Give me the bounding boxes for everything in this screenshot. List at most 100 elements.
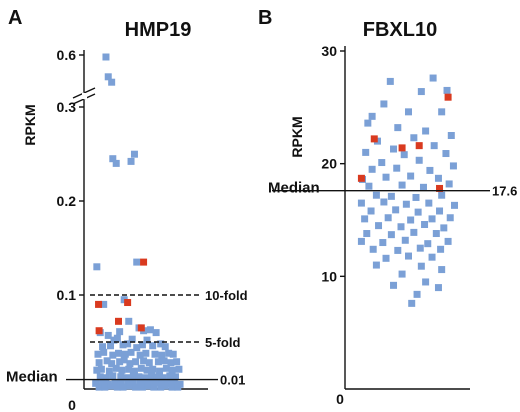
panel-b-highlight-point [436,184,444,192]
panel-a-data-point [143,366,151,374]
panel-a-data-point [125,365,133,373]
panel-b-data-point [394,246,402,254]
panel-b-data-point [451,201,459,209]
panel-a-label: A [8,7,22,29]
panel-a-data-point [156,367,164,375]
panel-a-data-point [150,383,158,391]
panel-b-data-point [430,142,438,150]
panel-b-origin-label: 0 [336,391,344,407]
panel-b-data-point [443,86,451,94]
panel-a-data-point [130,367,138,375]
panel-b-data-point [444,237,452,245]
panel-b-median-label: Median [268,180,320,197]
panel-b-data-point [394,124,402,132]
panel-a-data-point [120,356,128,364]
panel-b-data-point [438,108,446,116]
panel-b-data-point [380,198,388,206]
panel-a-data-point [170,378,178,386]
panel-a-data-point [122,374,130,382]
panel-a-data-point [154,358,162,366]
panel-b-data-point [357,199,365,207]
panel-b-data-point [390,281,398,289]
panel-a-data-point [168,366,176,374]
panel-a-highlight-point [115,317,122,325]
panel-b-data-point [401,236,409,244]
panel-b-title: FBXL10 [363,19,437,41]
panel-b-data-point [372,191,380,199]
panel-a-data-point [96,373,104,381]
panel-b-data-point [384,214,392,222]
panel-a-data-point [148,372,156,380]
panel-a-data-point [102,53,110,61]
panel-a-data-point [140,357,148,365]
panel-b-data-point [442,150,450,158]
panel-a-data-point [116,358,124,366]
panel-b-data-point [402,200,410,208]
panel-a-threshold-label: 10-fold [205,288,248,303]
panel-b-highlight-point [357,174,365,182]
panel-b-data-point [367,207,375,215]
panel-b-data-point [364,119,372,127]
panel-b-data-point [428,215,436,223]
panel-b-highlight-point [398,144,406,152]
panel-a-axis-break-gap [82,93,87,99]
panel-a-threshold-label: 5-fold [205,335,240,350]
panel-a-data-point [136,351,144,359]
panel-b-data-point [429,74,437,82]
panel-b-data-point [440,224,448,232]
panel-a-data-point [109,155,117,163]
panel-a-data-point [174,383,182,391]
panel-a-data-point [158,351,166,359]
panel-b-data-point [392,206,400,214]
panel-b-data-point [400,151,408,159]
panel-b-data-point [425,199,433,207]
panel-a-data-point [145,359,153,367]
panel-b-data-point [419,183,427,191]
panel-a-highlight-point [95,300,103,308]
panel-a-data-point [92,379,100,387]
panel-b-data-point [362,148,370,156]
panel-b-highlight-point [370,135,378,143]
panel-b-data-point [365,182,373,190]
panel-a-data-point [133,258,141,266]
panel-b-data-point [379,239,387,247]
panel-b-data-point [445,180,453,188]
panel-b-y-tick-label: 20 [321,156,337,172]
panel-a-data-point [168,383,176,391]
panel-b-data-point [369,245,377,253]
panel-a-data-point [119,341,127,349]
panel-a-data-point [93,366,101,374]
panel-a-data-point [146,326,154,334]
panel-b-data-point [405,108,412,116]
panel-a-data-point [167,359,175,367]
panel-a-data-point [127,348,135,356]
panel-b-data-point [390,145,398,153]
panel-a-data-point [133,344,141,352]
panel-a-title: HMP19 [125,19,192,41]
panel-b-data-point [393,164,401,172]
panel-b-data-point [434,284,442,292]
panel-b-data-point [417,262,425,270]
panel-b-data-point [375,222,383,230]
panel-b-data-point [398,270,406,278]
panel-a-data-point [128,335,136,343]
panel-a-data-point [116,328,124,336]
panel-a-data-point [160,357,168,365]
panel-a-data-point [132,383,140,391]
panel-a-data-point [149,342,157,350]
panel-a-data-point [161,343,169,351]
panel-a-data-point [100,300,108,308]
panel-a-data-point [99,343,107,351]
panel-a-data-point [159,374,167,382]
panel-a-data-point [111,379,119,387]
panel-a-median-value: 0.01 [220,373,245,388]
panel-a-highlight-point [137,324,145,332]
panel-a-data-point [149,365,157,373]
panel-b-data-point [382,173,390,181]
panel-a-data-point [102,374,110,382]
panel-a-data-point [121,350,129,358]
panel-b-data-point [363,230,371,238]
panel-b-data-point [410,228,418,236]
panel-a-data-point [142,374,150,382]
panel-a-data-point [130,150,138,158]
